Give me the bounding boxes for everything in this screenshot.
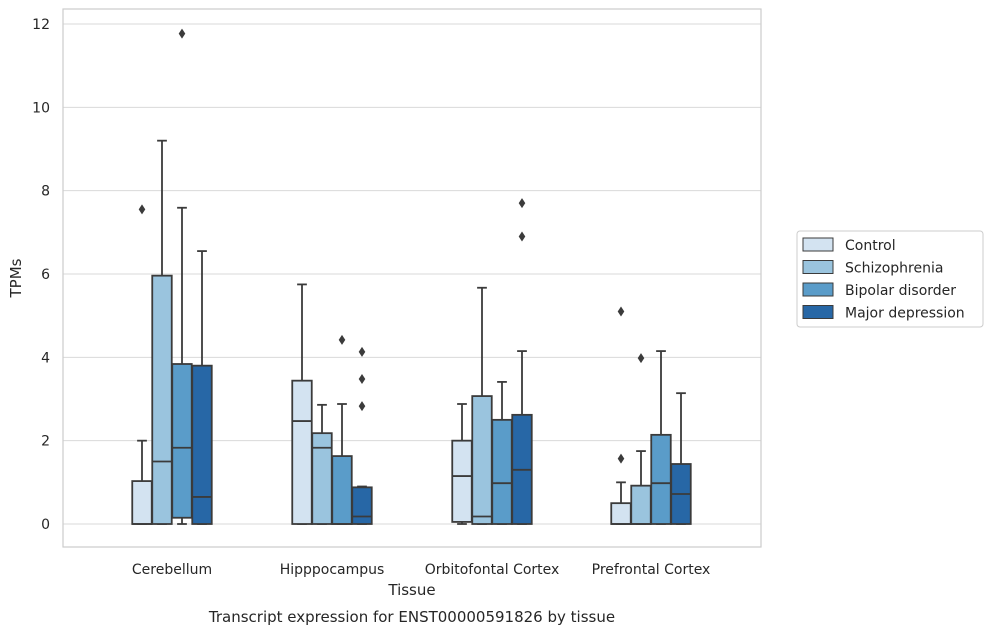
legend-swatch-1 [802,237,834,252]
outlier-point [338,334,346,345]
box-body [451,439,473,523]
y-tick-label-2: 2 [41,434,50,450]
y-tick-labels: 0 2 4 6 8 10 12 [32,17,50,533]
legend-frame [796,230,984,328]
outlier-point [518,198,526,209]
outlier-point [138,204,146,215]
x-tick-label-4: Prefrontal Cortex [592,562,711,578]
box-body [471,395,493,525]
box-1-3 [171,28,193,525]
x-tick-label-1: Cerebellum [132,562,212,578]
y-tick-label-12: 12 [32,17,50,33]
y-tick-label-0: 0 [41,517,50,533]
outlier-point [617,306,625,317]
y-axis-label: TPMs [7,258,25,298]
box-body [131,480,153,525]
box-1-1 [131,204,153,525]
outlier-point [358,346,366,357]
outlier-point [358,401,366,412]
box-series [131,28,692,525]
legend-label-2: Schizophrenia [845,261,943,277]
legend-swatch-2 [802,260,834,274]
box-body [151,274,173,525]
box-body [610,502,632,525]
outlier-point [178,28,186,39]
legend-label-4: Major depression [845,306,965,322]
x-tick-label-3: Orbitofontal Cortex [425,562,560,578]
legend-swatch-3 [802,282,834,297]
box-3-1 [451,403,473,525]
box-body [311,432,333,525]
outlier-point [518,231,526,242]
box-2-3 [331,334,353,525]
y-tick-label-8: 8 [41,184,50,200]
y-tick-label-10: 10 [32,100,50,116]
y-tick-label-6: 6 [41,267,50,283]
legend-swatch-4 [802,305,834,319]
box-4-2 [630,353,652,525]
outlier-point [617,453,625,464]
x-axis-label: Tissue [387,581,435,599]
box-3-4 [511,198,533,525]
legend-label-1: Control [845,238,896,254]
box-body [191,364,213,525]
legend: Control Schizophrenia Bipolar disorder Majo… [796,230,984,328]
chart-caption: Transcript expression for ENST0000059182… [208,608,615,626]
box-body [351,486,373,525]
x-tick-label-2: Hipppocampus [280,562,385,578]
outlier-point [358,374,366,384]
plot-frame [62,8,762,548]
box-body [650,433,672,525]
box-4-4 [670,392,692,525]
outlier-point [637,353,645,364]
box-body [331,455,353,525]
box-2-4 [351,346,373,525]
box-body [291,379,313,525]
legend-label-3: Bipolar disorder [845,283,956,299]
box-body [491,418,513,525]
box-3-3 [491,381,513,525]
y-tick-label-4: 4 [41,350,50,366]
box-body [630,484,652,525]
box-body [171,363,193,519]
box-1-4 [191,250,213,525]
x-tick-labels: Cerebellum Hipppocampus Orbitofontal Corte… [132,562,710,578]
